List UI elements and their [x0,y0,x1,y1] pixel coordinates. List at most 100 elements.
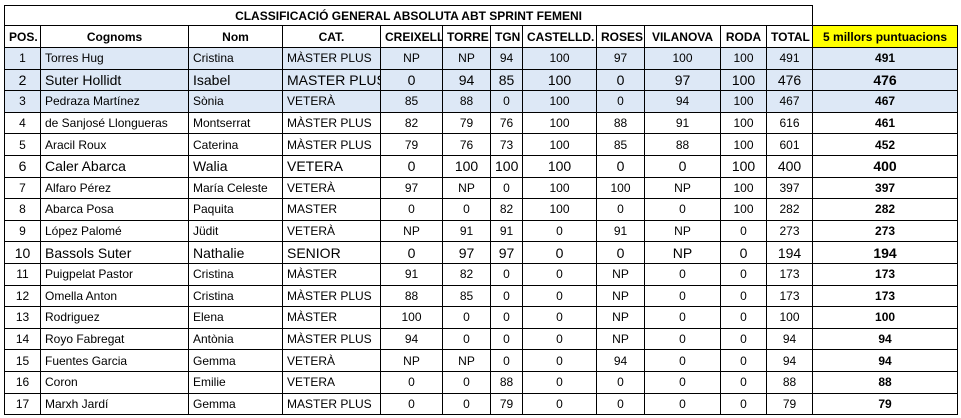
column-header: RODA [720,25,767,48]
cell: NP [596,327,645,351]
cell: 0 [442,306,491,329]
cell: 100 [720,198,767,221]
cell: MÀSTER PLUS [282,133,381,156]
cell: Aracil Roux [40,133,189,156]
cell: 194 [812,241,959,264]
table-row: 10 Bassols Suter Nathalie SENIOR 0 97 97 0 0 NP 0 1… [4,241,959,264]
cell: 88 [765,370,814,394]
cell: María Celeste [188,176,283,200]
cell: 12 [4,284,41,308]
cell: 100 [720,176,767,200]
cell: 0 [522,306,597,329]
cell: 0 [442,327,491,351]
cell: NP [442,176,491,200]
cell: NP [596,306,645,329]
table-row: 2 Suter Hollidt Isabel MASTER PLUS 0 94 85 100 0… [4,68,959,92]
cell: 0 [490,327,523,351]
cell: 0 [490,349,523,372]
cell: MÀSTER PLUS [282,111,381,135]
cell: VETERÀ [282,219,381,243]
table-row: 4 de Sanjosé Llongueras Montserrat MÀSTER P… [4,111,959,135]
cell: Fuentes Garcia [40,349,189,372]
cell: de Sanjosé Llongueras [40,111,189,135]
table-row: 13 Rodriguez Elena MÀSTER 100 0 0 0 NP 0 0 100 100 [4,306,959,329]
cell: 85 [596,133,645,156]
table-body: 1 Torres Hug Cristina MÀSTER PLUS NP NP 94 100 9… [4,47,959,416]
cell: MÀSTER [282,306,381,329]
cell: 467 [765,90,814,113]
cell: 94 [644,90,721,113]
cell: 0 [596,68,645,92]
cell: 100 [380,306,443,329]
cell: 7 [4,176,41,200]
cell: López Palomé [40,219,189,243]
table-title: CLASSIFICACIÓ GENERAL ABSOLUTA ABT SPRIN… [3,5,814,26]
cell: 100 [490,154,523,178]
cell: 0 [596,90,645,113]
cell: Marxh Jardí [40,392,189,416]
cell: Elena [188,306,283,329]
cell: 0 [380,198,443,221]
cell: 0 [522,241,597,264]
cell: 100 [522,198,597,221]
cell: 97 [596,47,645,70]
header-row: POS. Cognoms Nom CAT. CREIXELL TORRE TGN CASTEL… [4,25,959,48]
table-row: 5 Aracil Roux Caterina MÀSTER PLUS 79 76 73 100… [4,133,959,156]
cell: 94 [490,47,523,70]
cell: 97 [490,241,523,264]
cell: Pedraza Martínez [40,90,189,113]
cell: 0 [442,370,491,394]
cell: 0 [522,349,597,372]
cell: 94 [765,349,814,372]
cell: 491 [812,47,959,70]
cell: 0 [596,241,645,264]
cell: 0 [644,306,721,329]
cell: 91 [380,262,443,286]
cell: 0 [380,392,443,416]
cell: VETERÀ [282,90,381,113]
cell: 0 [522,219,597,243]
column-header: VILANOVA [644,25,721,48]
cell: NP [380,349,443,372]
cell: 100 [596,176,645,200]
cell: 461 [812,111,959,135]
cell: 85 [490,68,523,92]
cell: Nathalie [188,241,283,264]
cell: 4 [4,111,41,135]
cell: 0 [522,370,597,394]
cell: 8 [4,198,41,221]
cell: 0 [596,392,645,416]
cell: 397 [812,176,959,200]
cell: VETERA [282,154,381,178]
cell: 94 [765,327,814,351]
cell: Caler Abarca [40,154,189,178]
cell: 2 [4,68,41,92]
cell: 0 [720,370,767,394]
cell: MASTER [282,198,381,221]
column-header: TORRE [442,25,491,48]
cell: 0 [490,176,523,200]
cell: 0 [720,241,767,264]
cell: 1 [4,47,41,70]
cell: 79 [765,392,814,416]
cell: 100 [522,176,597,200]
cell: 91 [490,219,523,243]
cell: 100 [522,154,597,178]
cell: Torres Hug [40,47,189,70]
cell: 0 [644,198,721,221]
column-header: CAT. [282,25,381,48]
table-row: 7 Alfaro Pérez María Celeste VETERÀ 97 NP 0 100… [4,176,959,200]
column-header: ROSES [596,25,645,48]
cell: 0 [522,327,597,351]
cell: 88 [596,111,645,135]
table-row: 6 Caler Abarca Walia VETERA 0 100 100 100 0 0 100 4… [4,154,959,178]
cell: 88 [380,284,443,308]
column-header: POS. [4,25,41,48]
cell: 282 [765,198,814,221]
cell: 94 [596,349,645,372]
cell: 100 [644,47,721,70]
cell: 10 [4,241,41,264]
cell: 3 [4,90,41,113]
cell: NP [380,47,443,70]
cell: 0 [522,284,597,308]
